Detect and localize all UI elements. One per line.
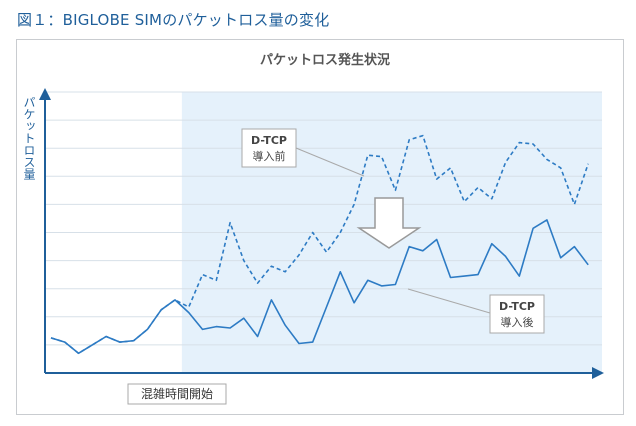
congestion-start-marker: 混雑時間開始 xyxy=(127,383,227,405)
chart-title: パケットロス発生状況 xyxy=(260,52,390,68)
annotation-before-box xyxy=(241,128,297,168)
annotation-before-line1: D-TCP xyxy=(251,134,287,147)
annotation-before-leader xyxy=(295,147,365,177)
annotation-after: D-TCP 導入後 xyxy=(407,288,545,334)
annotation-after-line1: D-TCP xyxy=(499,300,535,313)
annotation-after-box xyxy=(489,294,545,334)
series-line-after xyxy=(50,219,589,355)
annotation-before: D-TCP 導入前 xyxy=(241,128,365,177)
annotation-after-line2: 導入後 xyxy=(501,315,534,329)
figure-title: 図１：BIGLOBE SIMのパケットロス量の変化 xyxy=(17,11,330,29)
down-arrow-icon xyxy=(356,197,422,249)
annotation-after-leader xyxy=(407,288,491,314)
annotation-before-line2: 導入前 xyxy=(253,149,286,163)
congestion-start-box xyxy=(127,383,227,405)
congestion-start-label: 混雑時間開始 xyxy=(141,386,213,401)
y-axis-label: パケットロス量 xyxy=(22,96,36,180)
